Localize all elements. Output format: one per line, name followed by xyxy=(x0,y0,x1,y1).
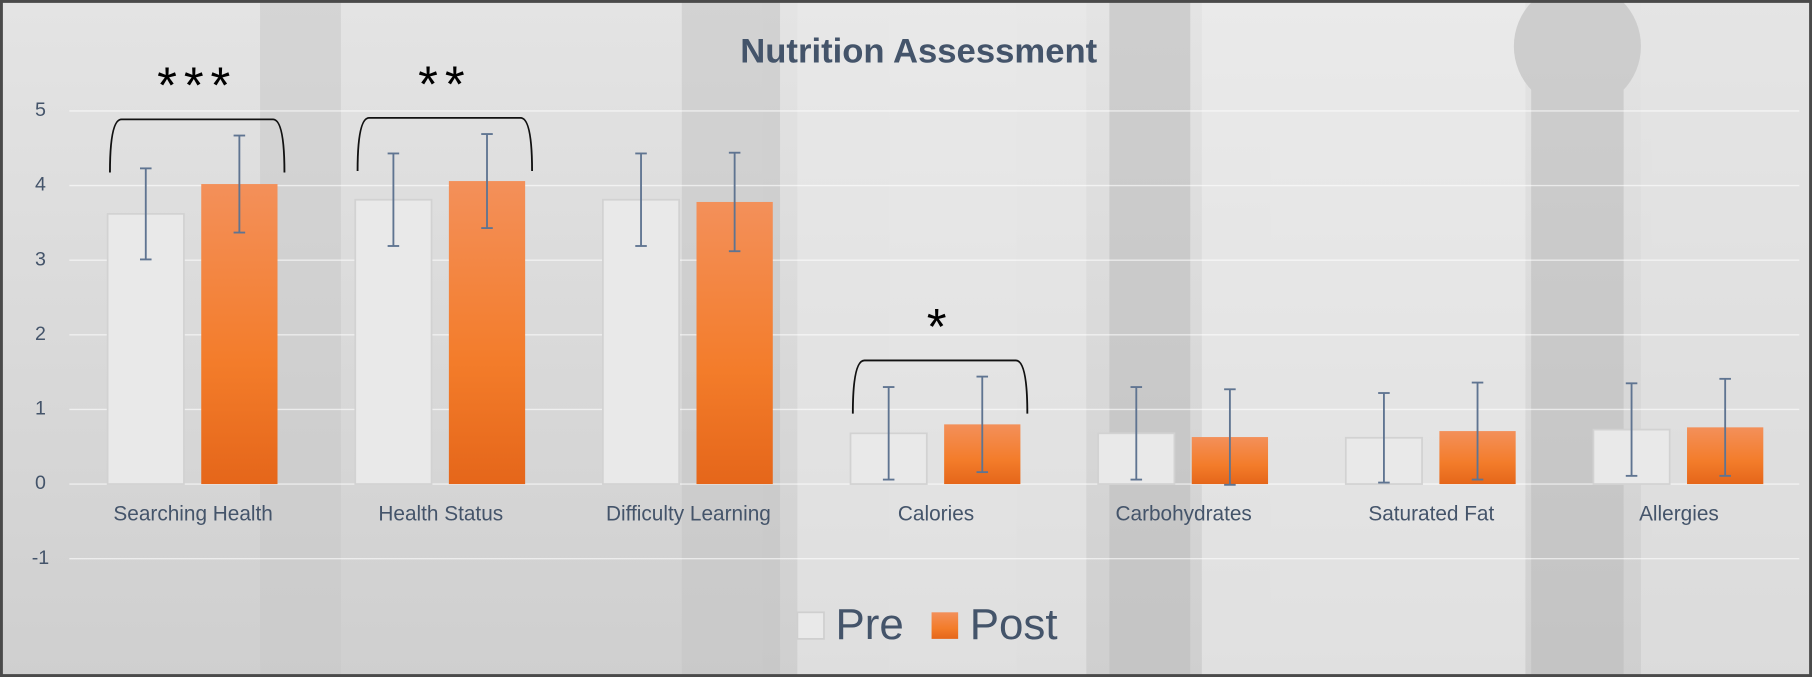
legend-swatch xyxy=(931,612,959,639)
chart-title: Nutrition Assessment xyxy=(740,32,1097,70)
x-tick-label: Carbohydrates xyxy=(1116,503,1252,526)
error-bar xyxy=(1719,377,1731,477)
error-bar xyxy=(1224,388,1236,486)
y-tick-label: -1 xyxy=(32,547,49,569)
legend-label: Post xyxy=(970,600,1058,649)
x-tick-label: Health Status xyxy=(378,503,503,526)
error-bar xyxy=(728,151,741,253)
y-tick-label: 3 xyxy=(35,248,46,270)
plot-area: -1 0 1 2 3 4 5 Searching Health Health Status Dif… xyxy=(32,55,1800,649)
legend-swatch xyxy=(796,611,825,640)
error-bar xyxy=(139,167,152,261)
bar xyxy=(448,181,526,485)
background-stripes xyxy=(260,0,1812,677)
y-tick-label: 2 xyxy=(35,323,46,345)
y-tick-label: 5 xyxy=(35,99,46,121)
error-bar xyxy=(976,375,989,474)
error-bar xyxy=(1625,382,1638,477)
x-tick-label: Difficulty Learning xyxy=(606,503,771,526)
y-tick-label: 1 xyxy=(35,398,46,420)
error-bar xyxy=(481,133,493,230)
error-bar xyxy=(1471,381,1484,481)
significance-bracket xyxy=(356,116,534,172)
error-bar xyxy=(635,152,647,247)
x-tick-label: Saturated Fat xyxy=(1368,503,1494,526)
x-tick-label: Allergies xyxy=(1639,503,1719,526)
error-bar xyxy=(233,134,246,234)
error-bar xyxy=(1130,386,1143,481)
significance-label: *** xyxy=(157,57,237,114)
bar xyxy=(602,198,681,485)
significance-bracket xyxy=(109,118,286,173)
significance-label: ** xyxy=(418,55,471,112)
legend-label: Pre xyxy=(836,600,904,649)
error-bar xyxy=(882,386,895,481)
error-bar xyxy=(1378,392,1390,484)
significance-bracket xyxy=(851,359,1029,414)
significance-label: * xyxy=(927,298,954,355)
bar xyxy=(201,184,278,485)
x-tick-label: Searching Health xyxy=(113,503,272,526)
x-tick-label: Calories xyxy=(898,503,974,526)
bar xyxy=(354,198,433,485)
error-bar xyxy=(387,152,400,247)
y-tick-label: 4 xyxy=(35,174,46,196)
y-tick-label: 0 xyxy=(35,472,46,494)
